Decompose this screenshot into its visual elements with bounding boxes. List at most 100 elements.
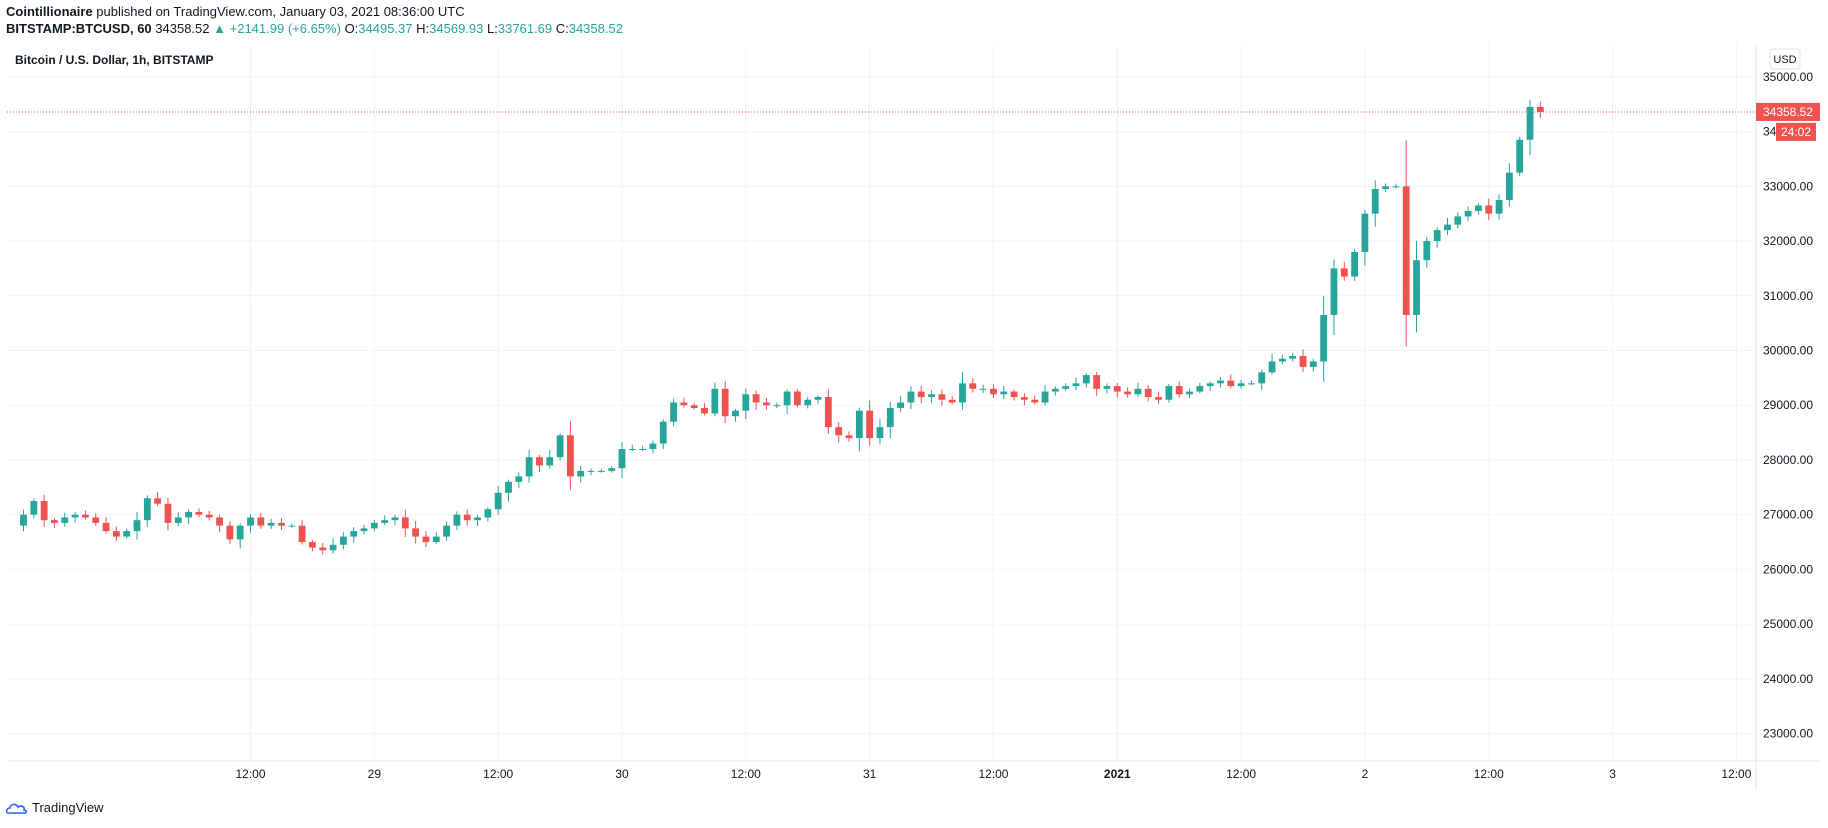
candle-body [1278, 358, 1286, 362]
candle-body [1051, 388, 1059, 392]
x-tick-label: 31 [863, 767, 877, 781]
x-tick-label: 12:00 [483, 767, 513, 781]
candle-body [443, 525, 450, 537]
candle-body [1444, 224, 1451, 231]
candle-body [721, 388, 729, 417]
candle-body [1144, 388, 1152, 398]
candle-body [897, 402, 904, 408]
candle-body [979, 388, 987, 390]
candle-body [1196, 386, 1204, 392]
candle-body [1093, 375, 1101, 389]
candle-body [1124, 391, 1132, 395]
candle-body [1351, 251, 1359, 277]
candle-body [154, 498, 162, 504]
y-tick-label: 28000.00 [1763, 453, 1813, 467]
candle-body [381, 520, 389, 523]
candle-body [61, 517, 69, 523]
candle-body [1330, 268, 1338, 315]
open-label: O: [344, 21, 359, 36]
candle-body [628, 449, 636, 451]
candle-body [1289, 355, 1297, 359]
x-tick-label: 29 [368, 767, 382, 781]
candle-body [680, 402, 688, 406]
x-tick-label: 3 [1609, 767, 1616, 781]
candle-body [1495, 199, 1503, 214]
candle-body [907, 391, 915, 403]
candle-body [886, 407, 894, 428]
candle-body [1031, 399, 1039, 403]
candle-body [267, 522, 275, 526]
candle-body [1165, 386, 1173, 400]
candle-body [1413, 260, 1420, 315]
author-name[interactable]: Cointillionaire [6, 4, 93, 19]
candle-body [835, 427, 843, 436]
x-tick-label: 12:00 [978, 767, 1008, 781]
y-tick-label: 35000.00 [1763, 70, 1813, 84]
high-value: 34569.93 [429, 21, 484, 36]
x-tick-label: 12:00 [236, 767, 266, 781]
candle-body [92, 517, 100, 523]
candle-body [732, 410, 739, 417]
candle-body [174, 517, 182, 523]
candle-body [566, 435, 574, 477]
candle-body [1186, 391, 1193, 395]
candle-body [1206, 383, 1214, 387]
candle-body [1072, 383, 1080, 387]
candle-body [876, 427, 884, 439]
tradingview-logo-icon [6, 803, 28, 814]
candle-body [391, 517, 399, 521]
candle-body [226, 525, 234, 540]
y-tick-label: 31000.00 [1763, 289, 1813, 303]
low-label: L: [487, 21, 498, 36]
candle-body [917, 391, 925, 398]
candle-body [1475, 205, 1482, 211]
candle-body [948, 399, 956, 403]
candle-body [1000, 391, 1008, 395]
candle-body [1309, 361, 1317, 367]
ohlc-line: BITSTAMP:BTCUSD, 60 34358.52 ▲ +2141.99 … [6, 20, 623, 38]
candle-body [278, 522, 285, 526]
symbol-label: BITSTAMP:BTCUSD, 60 [6, 21, 152, 36]
axes-layer: 35000.0034000.0033000.0032000.0031000.00… [7, 44, 1820, 790]
tradingview-footer[interactable]: TradingView [6, 800, 104, 815]
candle-body [649, 443, 657, 450]
candle-body [1454, 216, 1462, 225]
change-text: ▲ +2141.99 (+6.65%) [213, 21, 341, 36]
candle-body [143, 498, 151, 521]
candle-body [51, 520, 58, 523]
published-text: published on TradingView.com, January 03… [96, 4, 465, 19]
candle-body [298, 525, 306, 543]
candle-body [608, 468, 616, 471]
candle-body [597, 470, 605, 472]
candle-body [969, 383, 977, 389]
x-tick-label: 12:00 [1721, 767, 1751, 781]
candle-body [556, 435, 564, 458]
candle-body [845, 435, 853, 439]
last-price-text: 34358.52 [155, 21, 210, 36]
candle-body [112, 531, 120, 537]
candle-body [577, 470, 585, 477]
candle-body [1536, 106, 1544, 112]
candle-body [711, 388, 719, 414]
candle-body [329, 544, 337, 551]
candle-body [1433, 230, 1441, 242]
candle-body [195, 511, 203, 515]
candle-body [1175, 386, 1183, 395]
candle-body [360, 528, 368, 532]
candle-body [990, 388, 997, 395]
candle-body [319, 547, 327, 551]
candle-body [205, 514, 213, 518]
candle-body [288, 525, 296, 527]
currency-button-label: USD [1773, 54, 1796, 66]
candle-body [1217, 380, 1224, 384]
low-value: 33761.69 [497, 21, 553, 36]
candle-body [1258, 372, 1266, 384]
candle-body [1062, 386, 1070, 389]
candle-body [928, 394, 935, 398]
candle-body [164, 503, 172, 523]
candle-body [1505, 172, 1513, 200]
candle-body [247, 517, 254, 526]
candle-body [618, 449, 626, 469]
candle-body [639, 449, 647, 451]
